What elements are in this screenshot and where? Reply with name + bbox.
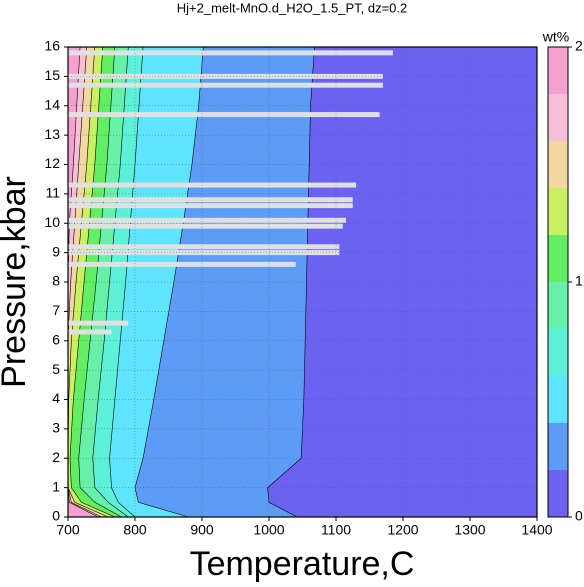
x-axis-label: Temperature,C	[190, 545, 415, 583]
contour-line	[78, 46, 122, 518]
colorbar-tick-label: 0	[575, 508, 583, 524]
y-tick-label: 4	[52, 390, 60, 406]
x-tick-label: 1000	[253, 522, 284, 538]
colorbar-band	[548, 235, 568, 282]
masked-row	[68, 182, 357, 188]
y-tick-label: 12	[44, 155, 60, 171]
y-tick-label: 15	[44, 67, 60, 83]
y-tick-label: 10	[44, 214, 60, 230]
y-tick-label: 1	[52, 478, 60, 494]
masked-row	[68, 261, 296, 267]
contour-band	[267, 47, 537, 517]
colorbar-band	[548, 141, 568, 188]
y-tick-label: 3	[52, 420, 60, 436]
colorbar-label: wt%	[542, 29, 569, 45]
chart-title: Hj+2_melt-MnO.d_H2O_1.5_PT, dz=0.2	[177, 0, 408, 15]
y-tick-label: 7	[52, 302, 60, 318]
colorbar-tick-label: 1	[575, 273, 583, 289]
colorbar-band	[548, 423, 568, 470]
y-tick-label: 5	[52, 361, 60, 377]
colorbar-tick-label: 2	[575, 38, 583, 54]
contour-line	[134, 46, 204, 518]
contour-line	[109, 46, 144, 518]
masked-row	[68, 217, 347, 223]
x-tick-label: 900	[190, 522, 214, 538]
colorbar-band	[548, 470, 568, 517]
masked-row	[68, 223, 343, 229]
colorbar-band	[548, 282, 568, 329]
masked-row	[68, 197, 353, 203]
masked-row	[68, 203, 353, 209]
colorbar-band	[548, 329, 568, 376]
masked-row	[68, 329, 112, 335]
y-axis-label: Pressure,kbar	[0, 176, 33, 388]
y-tick-label: 6	[52, 331, 60, 347]
masked-row	[68, 244, 340, 250]
masked-row	[68, 50, 393, 56]
y-tick-label: 9	[52, 243, 60, 259]
y-tick-label: 0	[52, 508, 60, 524]
colorbar-band	[548, 94, 568, 141]
masked-row	[68, 73, 383, 79]
x-tick-label: 1100	[321, 522, 351, 538]
y-tick-label: 8	[52, 273, 60, 289]
x-tick-label: 1400	[521, 522, 552, 538]
colorbar-band	[548, 47, 568, 94]
x-tick-label: 800	[123, 522, 147, 538]
masked-row	[68, 112, 380, 118]
contour-line	[69, 46, 116, 518]
y-tick-label: 2	[52, 449, 60, 465]
x-tick-label: 1200	[387, 522, 418, 538]
y-tick-label: 13	[44, 126, 60, 142]
masked-row	[68, 82, 383, 88]
colorbar-band	[548, 188, 568, 235]
y-tick-label: 11	[45, 185, 60, 201]
plot-frame	[67, 46, 538, 518]
y-tick-label: 16	[44, 38, 60, 54]
masked-row	[68, 320, 129, 326]
x-tick-label: 700	[56, 522, 80, 538]
y-tick-label: 14	[44, 96, 60, 112]
colorbar-band	[548, 376, 568, 423]
x-tick-label: 1300	[454, 522, 485, 538]
